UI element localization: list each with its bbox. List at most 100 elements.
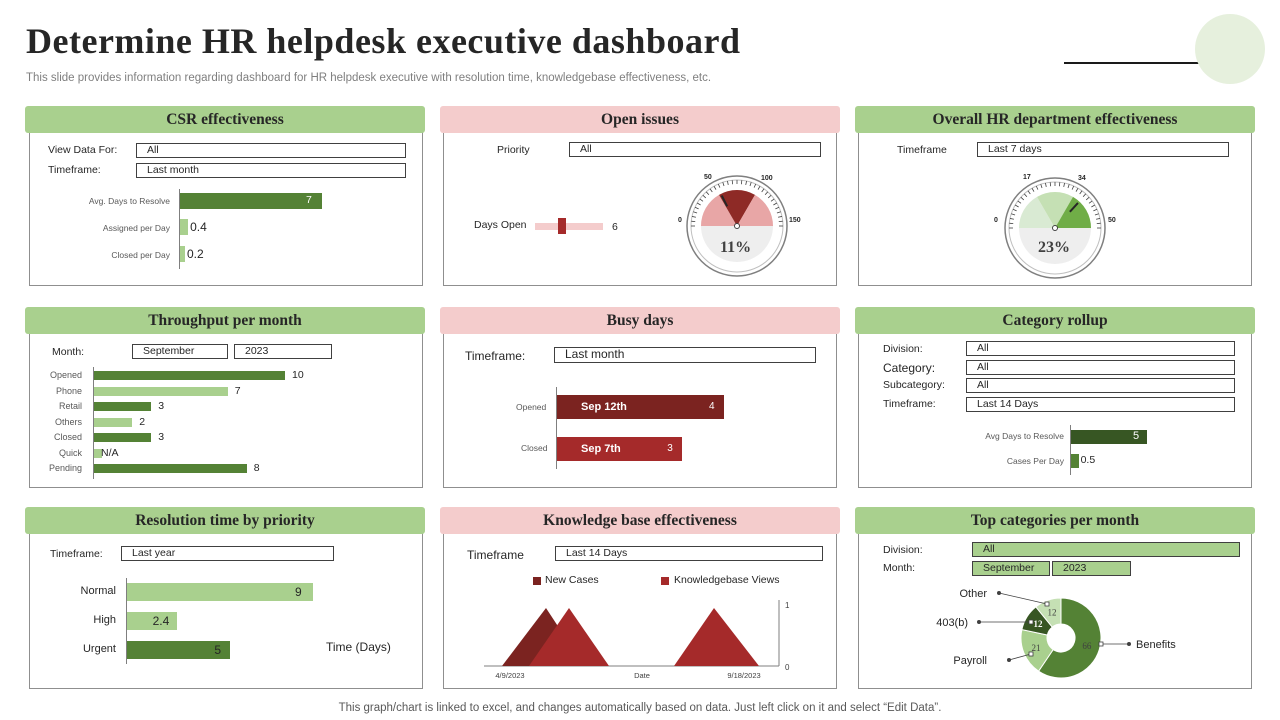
- topcat-division-label: Division:: [883, 544, 923, 556]
- overall-gauge-tick: [1094, 213, 1099, 216]
- throughput-bar-value: 7: [234, 384, 241, 397]
- topcat-callout-dot: [997, 591, 1001, 595]
- throughput-category-label: Others: [54, 416, 82, 427]
- kb-timeframe-select[interactable]: Last 14 Days: [555, 546, 823, 561]
- rollup-timeframe-select[interactable]: Last 14 Days: [966, 397, 1235, 412]
- open-gauge-tick: [722, 182, 725, 187]
- rollup-subcategory-select[interactable]: All: [966, 378, 1235, 393]
- timeframe-select[interactable]: Last month: [136, 163, 406, 178]
- legend-kb-views-swatch: [661, 577, 669, 585]
- overall-gauge-tick: [1012, 208, 1017, 212]
- rollup-category-select[interactable]: All: [966, 360, 1235, 375]
- rollup-panel: Division: All Category: All Subcategory:…: [858, 332, 1252, 488]
- topcat-category-label: Benefits: [1136, 639, 1176, 651]
- footer-note: This graph/chart is linked to excel, and…: [338, 702, 942, 714]
- kb-y-tick: 1: [785, 601, 790, 610]
- rollup-bar-value: 5: [1133, 430, 1140, 442]
- decorative-circle: [1195, 14, 1265, 84]
- gauge-tick: 50: [1108, 217, 1116, 224]
- resolution-bar-value: 2.4: [152, 614, 170, 628]
- open-gauge-tick: [694, 206, 699, 210]
- kb-x-tick: 4/9/2023: [495, 671, 524, 680]
- open-gauge-tick: [753, 183, 757, 188]
- topcat-slice-value: 21: [1031, 643, 1040, 653]
- view-data-select[interactable]: All: [136, 143, 406, 158]
- resolution-axis: [126, 578, 127, 664]
- open-gauge-tick: [775, 206, 780, 210]
- resolution-bar-value: 5: [214, 643, 222, 657]
- rollup-division-select[interactable]: All: [966, 341, 1235, 356]
- throughput-bar-value: 8: [253, 462, 260, 474]
- overall-gauge-tick: [1017, 200, 1022, 204]
- open-gauge-tick: [757, 185, 761, 190]
- decorative-line: [1064, 62, 1214, 64]
- overall-gauge-tick: [1079, 190, 1083, 195]
- busy-bar-label: Sep 7th: [581, 443, 621, 455]
- month-label: Month:: [52, 346, 85, 358]
- topcat-category-label: 403(b): [936, 617, 968, 629]
- throughput-category-label: Phone: [55, 385, 82, 396]
- open-gauge-tick: [691, 216, 697, 218]
- busy-category-label: Closed: [521, 443, 548, 453]
- topcat-slice: [1037, 597, 1102, 679]
- year-select[interactable]: 2023: [234, 344, 332, 359]
- resolution-axis-title: Time (Days): [326, 640, 391, 654]
- resolution-bar-value: 9: [295, 585, 302, 599]
- busy-bar-value: 3: [667, 443, 673, 454]
- kb-area-chart: 0 1 4/9/2023 Date 9/18/2023: [484, 600, 790, 680]
- month-select[interactable]: September: [132, 344, 228, 359]
- open-gauge-tick: [745, 180, 747, 186]
- resolution-bar: [127, 612, 177, 630]
- page-title: Determine HR helpdesk executive dashboar…: [26, 21, 741, 61]
- csr-panel: View Data For: All Timeframe: Last month…: [29, 130, 423, 286]
- csr-bar: [180, 246, 185, 262]
- topcat-callout-handle: [1044, 601, 1050, 607]
- overall-timeframe-label: Timeframe: [897, 144, 947, 156]
- open-gauge-lower: [701, 226, 773, 262]
- open-gauge-band-mid: [719, 190, 755, 226]
- resolution-panel: Timeframe: Last year Normal High Urgent …: [29, 533, 423, 689]
- days-open-label: Days Open: [474, 219, 527, 231]
- open-gauge-tick: [764, 191, 769, 196]
- open-gauge-tick: [749, 182, 752, 187]
- throughput-panel: Month: September 2023 Opened Phone Retail O…: [29, 332, 423, 488]
- throughput-bar-value: N/A: [101, 446, 119, 459]
- busy-days-header: Busy days: [440, 307, 840, 334]
- busy-timeframe-select[interactable]: Last month: [554, 347, 816, 363]
- busy-bar: [557, 437, 683, 461]
- resolution-timeframe-select[interactable]: Last year: [121, 546, 334, 561]
- priority-select[interactable]: All: [569, 142, 821, 157]
- overall-gauge-tick: [1040, 184, 1043, 189]
- gauge-tick: 150: [789, 217, 801, 224]
- open-gauge-tick: [727, 180, 729, 186]
- throughput-bar-value: 3: [158, 400, 165, 412]
- overall-gauge-band-mid: [1037, 192, 1073, 228]
- throughput-header: Throughput per month: [25, 307, 425, 334]
- overall-gauge-hub: [1052, 225, 1058, 231]
- topcat-slice-value: 66: [1082, 641, 1092, 651]
- throughput-bar: [94, 386, 228, 396]
- topcat-year-select[interactable]: 2023: [1052, 561, 1131, 576]
- throughput-category-label: Closed: [53, 432, 82, 442]
- overall-gauge-tick: [1071, 185, 1075, 190]
- open-gauge-band-high: [737, 194, 773, 226]
- overall-gauge-tick: [1075, 187, 1079, 192]
- csr-axis: [179, 189, 180, 269]
- open-gauge-tick: [699, 198, 704, 202]
- open-issues-gauge-percent: 11%: [720, 239, 752, 256]
- overall-gauge-tick: [1027, 190, 1031, 195]
- busy-bar: [557, 395, 724, 419]
- overall-gauge-tick: [1095, 218, 1101, 220]
- rollup-category-axis-label: Cases Per Day: [1006, 456, 1064, 466]
- topcat-month-select[interactable]: September: [972, 561, 1050, 576]
- busy-timeframe-label: Timeframe:: [465, 349, 526, 363]
- topcat-division-select[interactable]: All: [972, 542, 1240, 557]
- overall-timeframe-select[interactable]: Last 7 days: [977, 142, 1229, 157]
- timeframe-label: Timeframe:: [48, 164, 101, 176]
- overall-gauge-tick: [1091, 204, 1096, 208]
- csr-bar: [180, 193, 322, 209]
- topcat-header: Top categories per month: [855, 507, 1255, 534]
- open-gauge-tick: [713, 185, 717, 190]
- open-gauge-tick: [773, 202, 778, 206]
- open-gauge-tick: [693, 211, 698, 214]
